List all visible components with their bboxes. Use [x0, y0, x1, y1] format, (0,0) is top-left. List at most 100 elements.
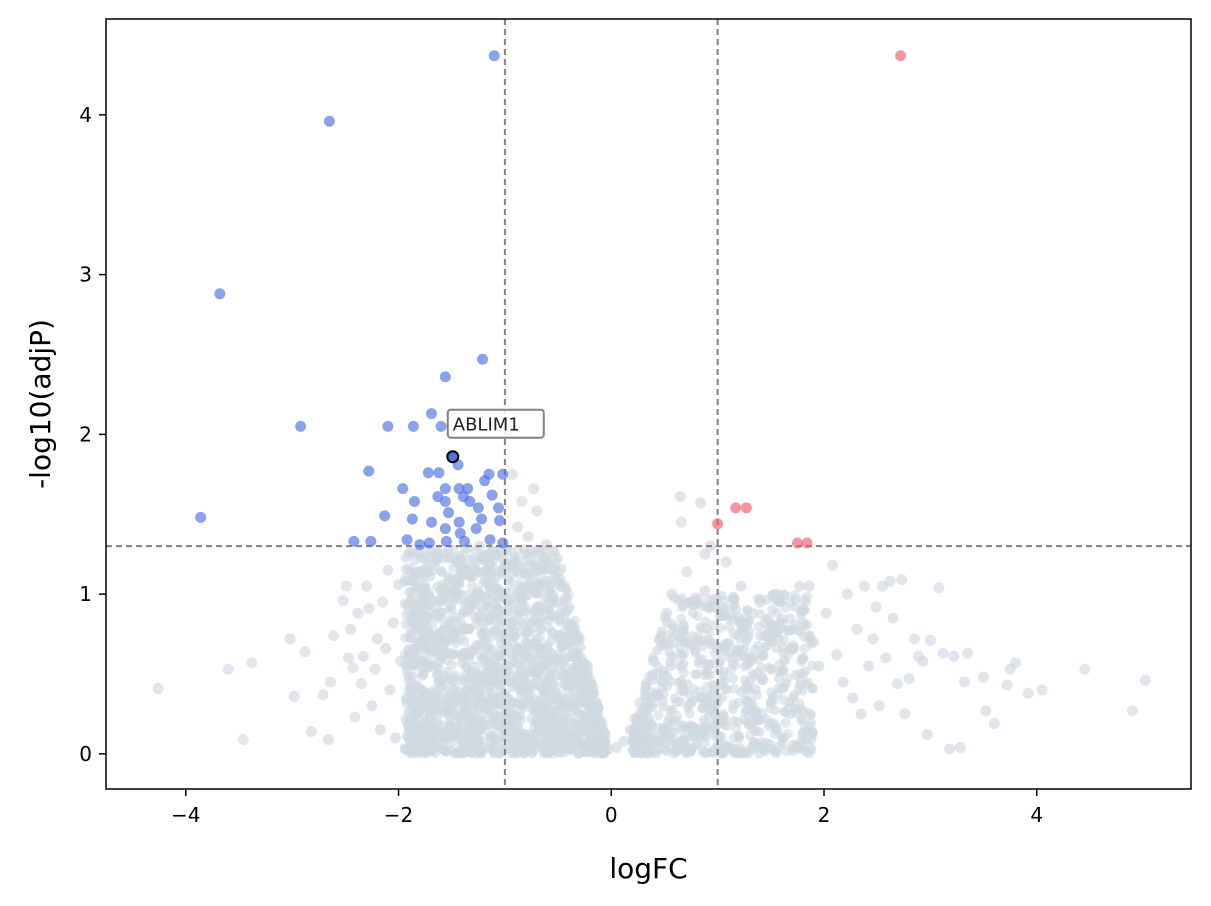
ns-cloud-point	[676, 677, 687, 688]
ns-cloud-point	[740, 661, 751, 672]
ns-cloud-point	[407, 547, 418, 558]
ns-cloud-point	[455, 712, 466, 723]
ns-cloud-point	[524, 578, 535, 589]
y-tick-label: 3	[79, 263, 92, 287]
ns-cloud-point	[512, 544, 523, 555]
ns-cloud-point	[462, 605, 473, 615]
ns-cloud-point	[446, 660, 457, 671]
ns-cloud-point	[482, 639, 493, 650]
ns-point	[728, 591, 740, 603]
ns-cloud-point	[677, 600, 688, 611]
ns-cloud-point	[450, 729, 461, 740]
downregulated-point	[379, 510, 391, 522]
ns-point	[654, 633, 666, 645]
ns-cloud-point	[795, 679, 805, 690]
ns-point	[847, 692, 859, 704]
ns-point	[284, 633, 296, 645]
ns-point	[958, 676, 970, 688]
ns-point	[634, 697, 646, 709]
ns-cloud-point	[690, 647, 701, 658]
ns-cloud-point	[802, 591, 813, 602]
ns-cloud-point	[565, 637, 576, 648]
ns-cloud-point	[461, 693, 472, 704]
ns-point	[602, 743, 614, 755]
downregulated-point	[440, 535, 452, 547]
ns-point	[512, 521, 524, 533]
ns-cloud-point	[797, 617, 808, 628]
ns-cloud-point	[420, 687, 431, 698]
ns-cloud-point	[765, 718, 776, 729]
ns-point	[841, 588, 853, 600]
downregulated-point	[323, 115, 335, 127]
ns-point	[944, 743, 956, 755]
ns-cloud-point	[529, 636, 540, 647]
x-tick-label: −4	[171, 803, 200, 827]
ns-point	[867, 633, 879, 645]
ns-cloud-point	[779, 706, 790, 717]
ns-cloud-point	[653, 710, 664, 721]
ns-point	[374, 724, 386, 736]
downregulated-point	[414, 539, 426, 551]
plot-frame	[105, 18, 1192, 790]
ns-cloud-point	[720, 643, 731, 654]
ns-point	[699, 585, 711, 597]
ns-cloud-point	[773, 683, 784, 694]
downregulated-point	[435, 420, 447, 432]
ns-cloud-point	[711, 718, 722, 729]
ns-cloud-point	[688, 630, 698, 641]
ns-cloud-point	[666, 724, 677, 735]
ns-point	[299, 646, 311, 658]
ns-point	[361, 580, 373, 592]
ns-point	[629, 713, 641, 725]
ns-cloud-point	[500, 694, 511, 705]
ns-cloud-point	[692, 737, 703, 748]
ns-cloud-point	[402, 744, 413, 755]
ns-cloud-point	[724, 621, 735, 632]
downregulated-point	[195, 511, 207, 523]
ns-cloud-point	[486, 732, 497, 743]
ns-cloud-point	[440, 685, 451, 696]
downregulated-point	[458, 535, 470, 547]
ns-cloud-point	[697, 641, 707, 652]
ns-cloud-point	[666, 650, 677, 661]
ns-point	[152, 682, 164, 694]
ns-cloud-point	[771, 607, 782, 618]
ns-point	[366, 700, 378, 712]
downregulated-point	[408, 495, 420, 507]
ns-cloud-point	[685, 745, 696, 756]
downregulated-point	[382, 420, 394, 432]
ns-cloud-point	[544, 712, 555, 722]
ns-cloud-point	[637, 716, 648, 727]
ns-cloud-point	[558, 632, 569, 642]
ns-cloud-point	[716, 680, 727, 691]
ns-cloud-point	[549, 653, 560, 664]
ns-cloud-point	[742, 701, 753, 712]
ns-cloud-point	[571, 705, 582, 716]
ns-cloud-point	[540, 742, 551, 753]
ns-cloud-point	[542, 685, 553, 696]
downregulated-point	[426, 408, 437, 420]
ns-point	[347, 662, 359, 674]
ns-cloud-point	[567, 672, 578, 683]
ns-cloud-point	[671, 629, 682, 640]
ns-cloud-point	[406, 733, 417, 743]
ns-cloud-point	[781, 678, 792, 689]
ns-cloud-point	[784, 624, 795, 635]
ns-cloud-point	[799, 631, 809, 642]
ns-point	[797, 604, 809, 616]
ns-cloud-point	[668, 638, 679, 649]
ns-point	[355, 678, 367, 690]
ns-cloud-point	[528, 547, 538, 558]
ns-point	[522, 531, 534, 543]
downregulated-point	[363, 465, 375, 477]
downregulated-point	[475, 513, 487, 525]
ns-cloud-point	[672, 745, 683, 756]
ns-cloud-point	[739, 643, 750, 654]
annotation-label-box	[446, 408, 545, 439]
ns-cloud-point	[796, 656, 807, 667]
ns-cloud-point	[684, 720, 695, 731]
downregulated-point	[494, 515, 506, 527]
ns-point	[1126, 705, 1138, 717]
ns-cloud-point	[588, 733, 599, 744]
ns-point	[547, 545, 559, 557]
